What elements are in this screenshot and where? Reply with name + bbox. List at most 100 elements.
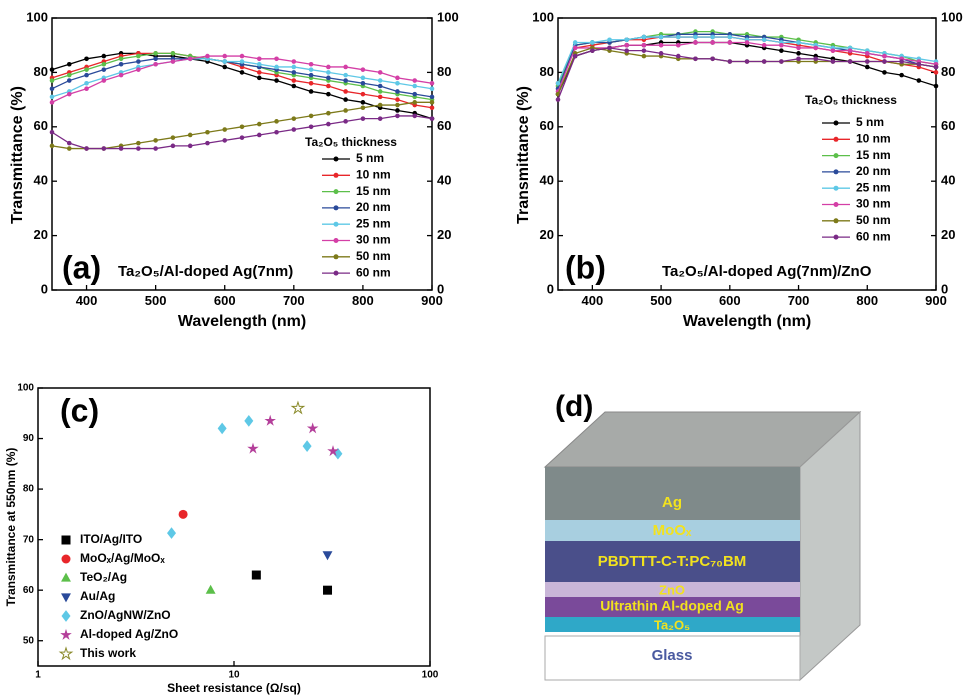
point: [102, 62, 107, 67]
point: [412, 84, 417, 89]
point: [395, 89, 400, 94]
legend-title: Ta₂O₅ thickness: [305, 135, 397, 149]
point: [222, 65, 227, 70]
point: [84, 67, 89, 72]
legend-label: ITO/Ag/ITO: [80, 532, 142, 546]
legend-label: Au/Ag: [80, 589, 115, 603]
point: [247, 443, 259, 454]
point: [361, 105, 366, 110]
point: [378, 103, 383, 108]
point: [136, 141, 141, 146]
x-tick-label: 800: [856, 293, 878, 308]
legend-label: 15 nm: [356, 184, 391, 198]
point: [762, 37, 767, 42]
legend-marker: [834, 169, 839, 174]
point: [218, 423, 227, 435]
point: [412, 100, 417, 105]
legend-label: Al-doped Ag/ZnO: [80, 627, 178, 641]
point: [240, 70, 245, 75]
x-tick-label: 1: [35, 670, 41, 681]
y2-tick-label: 0: [437, 281, 444, 296]
point: [84, 146, 89, 151]
legend-label: 60 nm: [356, 265, 391, 279]
point: [430, 116, 435, 121]
point: [292, 70, 297, 75]
point: [179, 510, 188, 519]
legend-label: 5 nm: [356, 151, 384, 165]
point: [257, 122, 262, 127]
x-axis-label: Wavelength (nm): [178, 313, 306, 330]
y-tick-label: 0: [41, 281, 48, 296]
point: [848, 48, 853, 53]
legend-marker: [834, 153, 839, 158]
panel-label: (a): [62, 249, 101, 285]
point: [642, 48, 647, 53]
y-tick-label: 100: [17, 383, 34, 394]
point: [222, 138, 227, 143]
point: [119, 57, 124, 62]
point: [153, 51, 158, 56]
figure: (a) Ta₂O₅/Al-doped Ag(7nm) Wavelength (n…: [0, 0, 966, 696]
x-tick-label: 400: [582, 293, 604, 308]
legend-marker: [61, 573, 71, 582]
y-tick-label: 80: [23, 484, 35, 495]
y2-tick-label: 100: [437, 9, 459, 24]
point: [343, 108, 348, 113]
point: [257, 57, 262, 62]
point: [917, 78, 922, 83]
annotation: Ta₂O₅/Al-doped Ag(7nm): [118, 263, 293, 280]
point: [240, 54, 245, 59]
point: [303, 440, 312, 452]
point: [50, 95, 55, 100]
point: [323, 551, 333, 560]
legend-label: 10 nm: [356, 167, 391, 181]
y-tick-label: 50: [23, 635, 35, 646]
point: [430, 86, 435, 91]
y2-tick-label: 80: [941, 64, 955, 79]
point: [710, 57, 715, 62]
layer-label: Ag: [662, 494, 682, 511]
point: [274, 65, 279, 70]
point: [728, 59, 733, 64]
x-tick-label: 10: [228, 670, 240, 681]
y-tick-label: 0: [547, 281, 554, 296]
point: [882, 59, 887, 64]
y-axis-label: Transmittance at 550nm (%): [4, 448, 18, 607]
point: [642, 43, 647, 48]
legend-label: MoOₓ/Ag/MoOₓ: [80, 551, 165, 565]
legend-label: 50 nm: [356, 249, 391, 263]
panel-label: (b): [565, 249, 606, 285]
point: [222, 127, 227, 132]
plot-frame: [38, 388, 430, 666]
point: [934, 70, 939, 75]
point: [171, 144, 176, 149]
y2-tick-label: 60: [941, 118, 955, 133]
point: [136, 146, 141, 151]
point: [934, 84, 939, 89]
point: [257, 133, 262, 138]
point: [361, 116, 366, 121]
point: [274, 119, 279, 124]
point: [50, 100, 55, 105]
point: [292, 84, 297, 89]
legend-marker: [334, 205, 339, 210]
point: [119, 73, 124, 78]
legend-marker: [334, 238, 339, 243]
point: [188, 57, 193, 62]
point: [882, 54, 887, 59]
legend-label: 30 nm: [856, 197, 891, 211]
point: [244, 415, 253, 427]
point: [430, 95, 435, 100]
point: [676, 35, 681, 40]
point: [102, 78, 107, 83]
point: [395, 108, 400, 113]
y2-tick-label: 40: [941, 173, 955, 188]
panel-label: (c): [60, 392, 99, 428]
point: [412, 114, 417, 119]
legend-marker: [334, 189, 339, 194]
point: [796, 40, 801, 45]
point: [50, 130, 55, 135]
point: [607, 37, 612, 42]
point: [831, 59, 836, 64]
point: [222, 54, 227, 59]
